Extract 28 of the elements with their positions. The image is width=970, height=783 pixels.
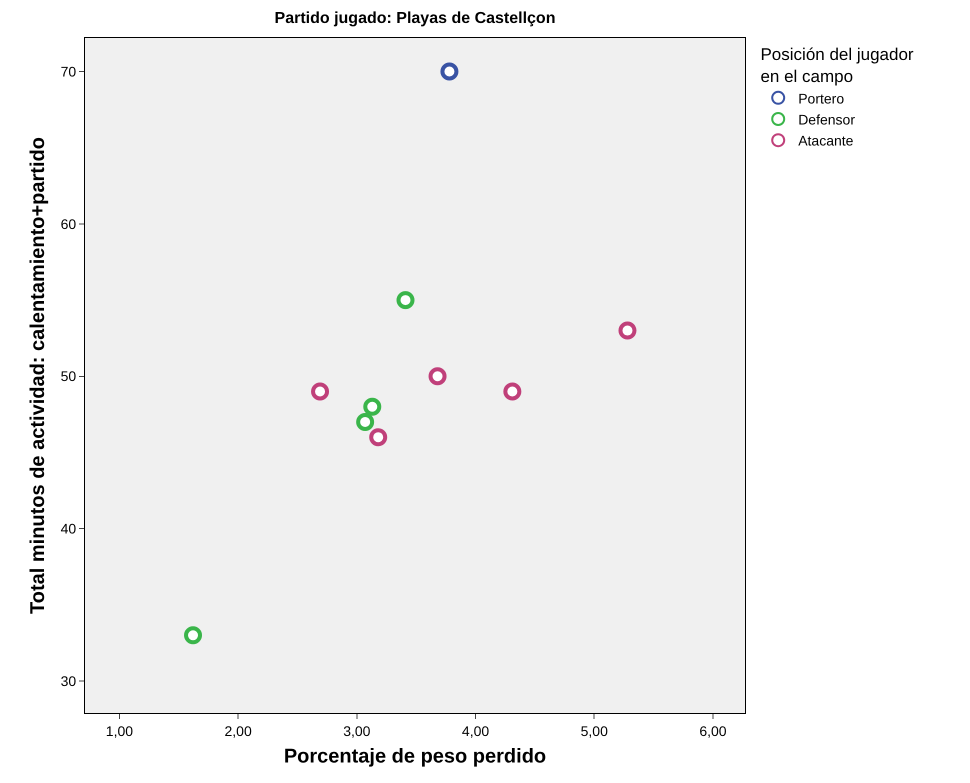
- point: [618, 322, 636, 340]
- point: [503, 382, 522, 400]
- point: [184, 626, 202, 644]
- y-tick-label: 40: [60, 520, 76, 537]
- point: [311, 382, 330, 400]
- x-tick-label: 6,00: [699, 722, 727, 739]
- point: [396, 291, 414, 310]
- point: [428, 367, 447, 386]
- x-tick-label: 1,00: [106, 722, 134, 739]
- y-tick-label: 70: [60, 63, 76, 80]
- point: [363, 398, 382, 416]
- point: [369, 428, 388, 446]
- x-tick-label: 2,00: [224, 722, 252, 739]
- y-tick-label: 30: [60, 672, 76, 689]
- point: [440, 62, 458, 81]
- y-tick-label: 60: [60, 216, 76, 232]
- legend-label: Defensor: [798, 111, 856, 128]
- x-tick-label: 4,00: [462, 722, 490, 739]
- x-tick-label: 3,00: [343, 722, 371, 739]
- legend-label: Portero: [798, 90, 844, 106]
- legend-label: Atacante: [798, 132, 854, 149]
- x-axis-title: Porcentaje de peso perdido: [284, 745, 546, 768]
- y-axis-title: Total minutos de actividad: calentamiento+partido: [27, 137, 50, 614]
- legend-title: Posición del jugador en el campo: [760, 45, 914, 86]
- y-tick-label: 50: [60, 368, 76, 384]
- point: [356, 412, 374, 431]
- chart-title: Partido jugado: Playas de Castellçon: [274, 10, 556, 27]
- x-tick-label: 5,00: [580, 722, 608, 739]
